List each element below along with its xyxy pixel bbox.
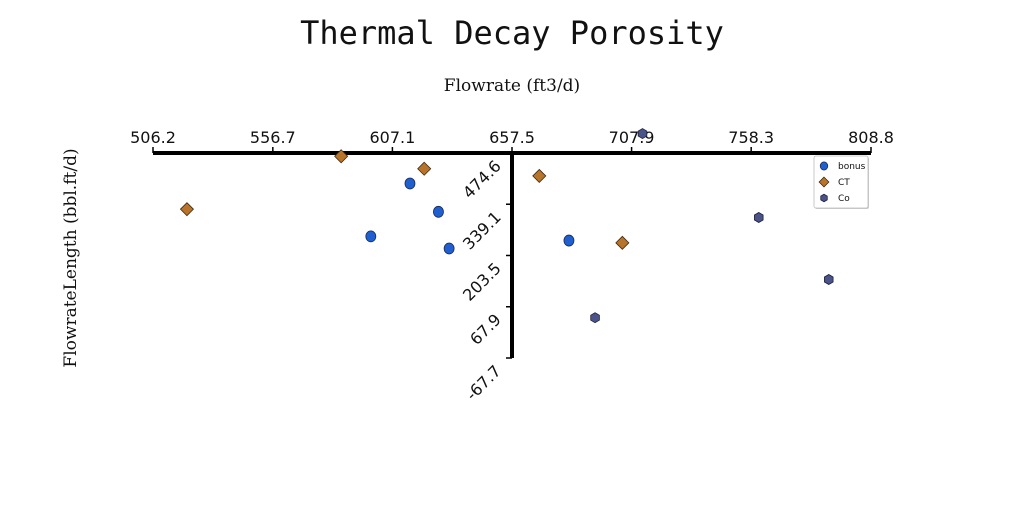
- legend: bonus CT Co: [813, 155, 869, 209]
- data-point-ct: [334, 149, 349, 164]
- legend-marker-ct: [818, 176, 830, 188]
- x-tick-label: 556.7: [250, 128, 296, 147]
- data-points: [179, 128, 843, 324]
- x-axis-label: Flowrate (ft3/d): [444, 76, 580, 96]
- data-point-bonus: [404, 177, 416, 190]
- x-tick-label: 707.9: [609, 128, 655, 147]
- legend-label-co: Co: [838, 194, 850, 204]
- chart-title: Thermal Decay Porosity: [300, 14, 724, 52]
- data-point-ct: [532, 168, 547, 183]
- y-ticks: 474.6 339.1 203.5 67.9 -67.7: [459, 152, 512, 404]
- data-point-co: [590, 312, 600, 324]
- legend-label-ct: CT: [838, 178, 850, 188]
- x-tick-label: 758.3: [728, 128, 774, 147]
- y-tick-label: 339.1: [459, 208, 505, 254]
- legend-box: [813, 155, 869, 209]
- data-point-ct: [615, 235, 630, 250]
- data-point-ct: [179, 202, 194, 217]
- y-axis-label: FlowrateLength (bbl.ft/d): [61, 148, 81, 367]
- data-point-bonus: [443, 242, 455, 255]
- data-point-co: [637, 128, 648, 140]
- legend-label-bonus: bonus: [838, 162, 866, 172]
- legend-marker-bonus: [819, 161, 829, 171]
- data-point-co: [824, 274, 834, 285]
- data-point-bonus: [563, 234, 575, 247]
- y-tick-label: 67.9: [466, 310, 505, 349]
- y-tick-label: -67.7: [462, 361, 505, 404]
- y-tick-label: 474.6: [459, 156, 505, 202]
- x-tick-label: 607.1: [370, 128, 416, 147]
- x-ticks: 506.2 556.7 607.1 657.5 707.9 758.3 808.8: [130, 128, 894, 153]
- data-point-co: [754, 212, 764, 223]
- x-tick-label: 506.2: [130, 128, 176, 147]
- legend-marker-co: [820, 193, 828, 203]
- data-point-bonus: [365, 230, 377, 243]
- x-tick-label: 808.8: [848, 128, 894, 147]
- data-point-bonus: [433, 205, 444, 218]
- y-tick-label: 203.5: [459, 259, 505, 305]
- data-point-ct: [417, 161, 432, 176]
- x-tick-label: 657.5: [489, 128, 535, 147]
